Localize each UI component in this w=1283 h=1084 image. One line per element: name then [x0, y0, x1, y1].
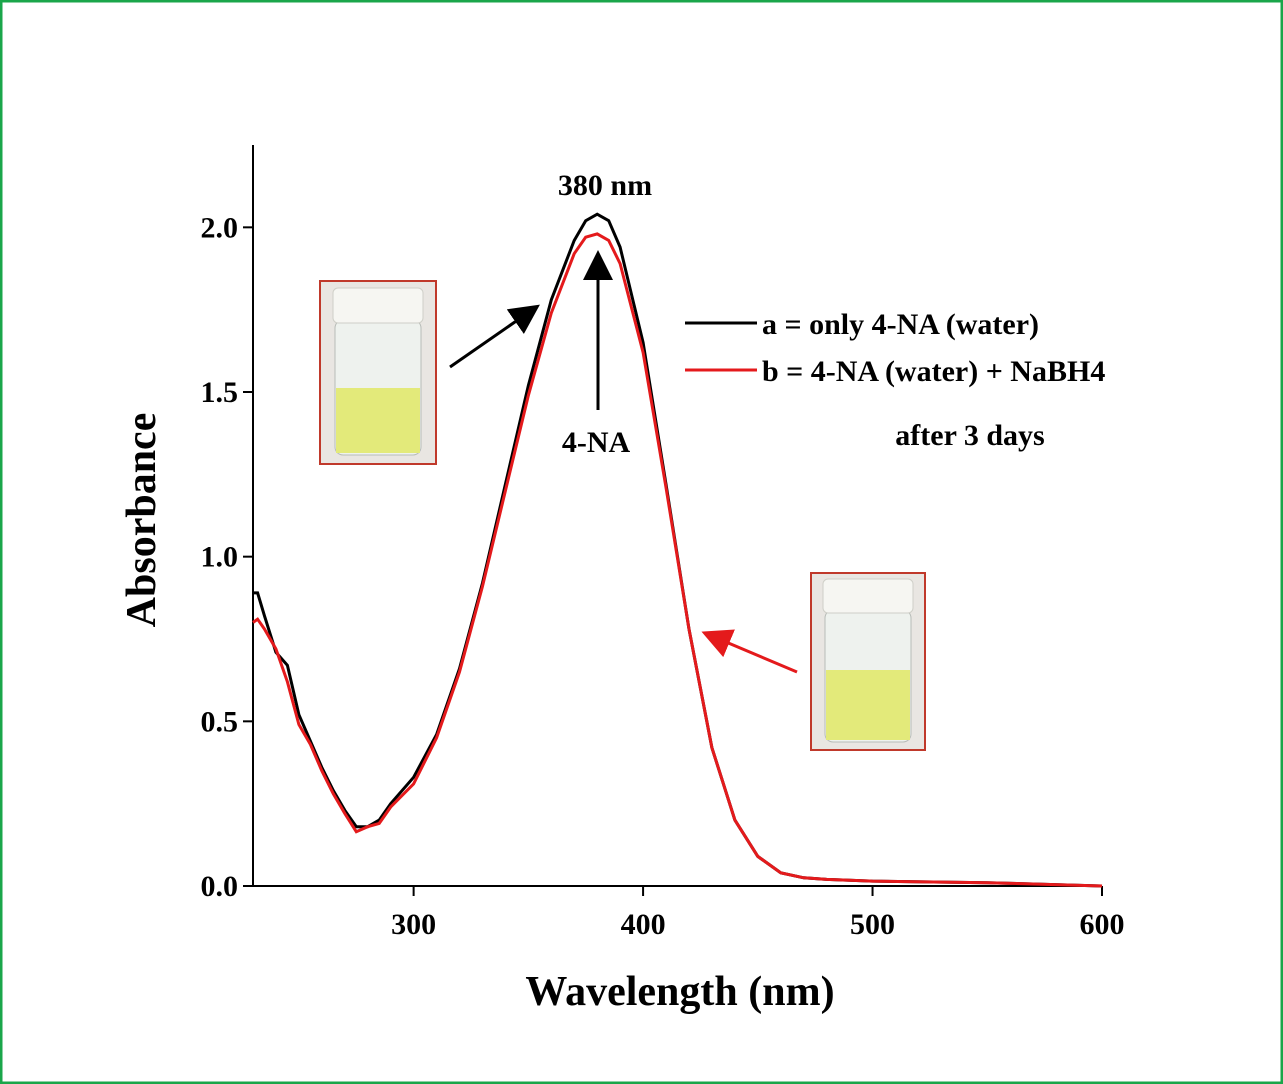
y-tick-label: 0.0	[201, 870, 239, 903]
x-axis-title: Wavelength (nm)	[525, 969, 834, 1015]
x-tick-label: 600	[1080, 908, 1125, 941]
y-tick-label: 2.0	[201, 211, 239, 244]
annotation: 4-NA	[562, 426, 631, 459]
x-tick-label: 500	[850, 908, 895, 941]
vial-photo	[319, 280, 437, 465]
x-tick-label: 400	[621, 908, 666, 941]
y-tick-label: 1.0	[201, 541, 239, 574]
annotation: 380 nm	[558, 169, 652, 202]
legend-label: b = 4-NA (water) + NaBH4	[762, 355, 1105, 388]
x-tick-label: 300	[391, 908, 436, 941]
series-line	[252, 232, 1103, 888]
y-axis-title: Absorbance	[119, 413, 165, 628]
arrow	[701, 629, 798, 674]
y-tick-label: 0.5	[201, 705, 239, 738]
annotation: after 3 days	[895, 419, 1044, 452]
legend-label: a = only 4-NA (water)	[762, 308, 1039, 341]
y-tick-label: 1.5	[201, 376, 239, 409]
arrow	[449, 304, 540, 369]
vial-photo	[810, 572, 926, 751]
